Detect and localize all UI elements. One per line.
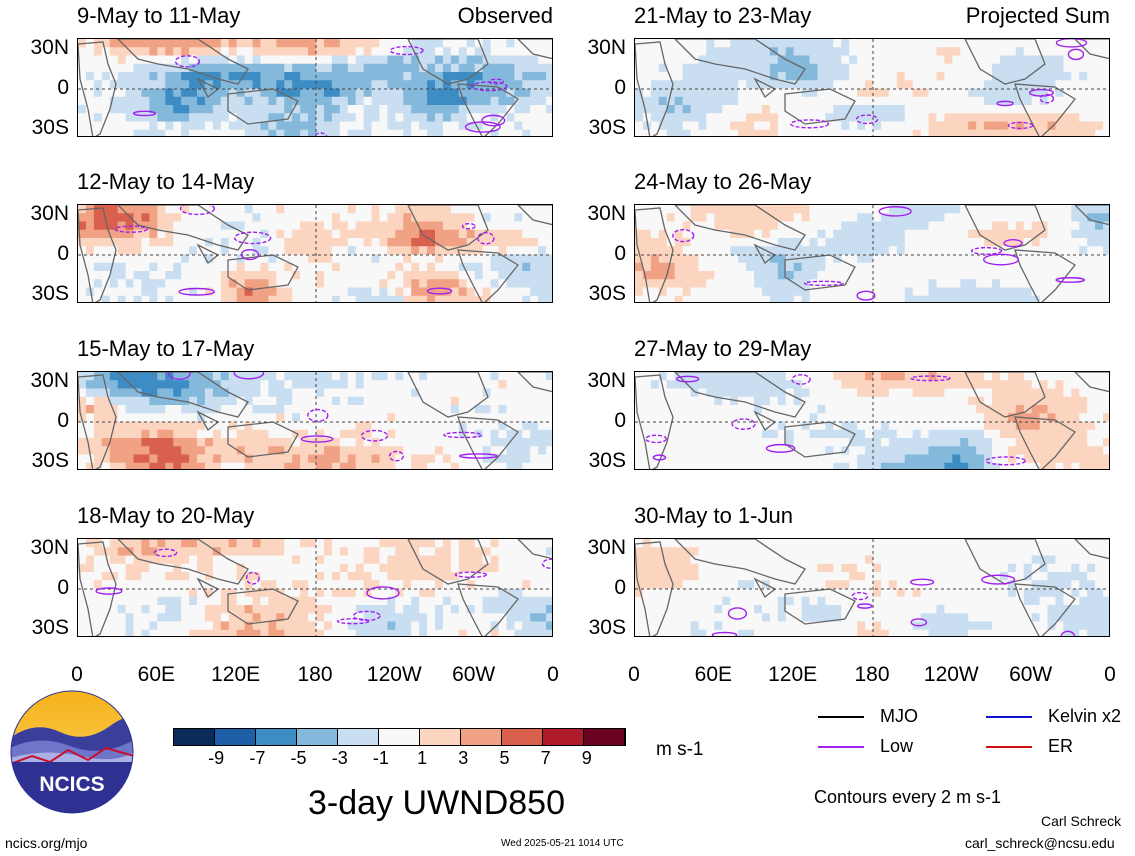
x-axis-label: 60E — [694, 663, 733, 686]
y-axis-label: 0 — [57, 576, 69, 599]
panel-title: 12-May to 14-May — [77, 169, 255, 194]
logo-text: NCICS — [39, 773, 104, 796]
y-axis-label: 30S — [31, 116, 69, 139]
legend-label: Kelvin x2 — [1048, 706, 1122, 726]
x-axis-label: 0 — [628, 663, 640, 686]
contours-note: Contours every 2 m s-1 — [814, 787, 1002, 807]
y-axis-label: 30S — [31, 616, 69, 639]
colorbar-tick-label: -7 — [249, 748, 266, 768]
colorbar-swatch — [420, 729, 461, 745]
email: carl_schreck@ncsu.edu — [965, 835, 1115, 851]
map-panel — [77, 538, 553, 637]
y-axis-label: 30N — [587, 202, 626, 225]
x-axis-label: 120W — [366, 663, 422, 686]
ncics-logo: NCICS — [10, 690, 134, 814]
y-axis-label: 30N — [30, 369, 69, 392]
timestamp: Wed 2025-05-21 1014 UTC — [501, 838, 624, 849]
y-axis-label: 30S — [31, 449, 69, 472]
panel-title: 27-May to 29-May — [634, 336, 812, 361]
x-axis-label: 0 — [71, 663, 83, 686]
colorbar-swatch — [215, 729, 256, 745]
legend-label: MJO — [880, 706, 918, 726]
y-axis-label: 30N — [587, 36, 626, 59]
author: Carl Schreck — [1041, 813, 1122, 829]
panel-title: 18-May to 20-May — [77, 503, 255, 528]
y-axis-label: 30S — [588, 282, 626, 305]
colorbar-swatch — [297, 729, 338, 745]
panel-title: 30-May to 1-Jun — [634, 503, 793, 528]
colorbar-swatch — [543, 729, 584, 745]
map-panel — [634, 38, 1110, 137]
x-axis-label: 0 — [1104, 663, 1116, 686]
y-axis-label: 30N — [30, 36, 69, 59]
map-panel — [77, 371, 553, 470]
colorbar-swatch — [174, 729, 215, 745]
x-axis-label: 60E — [137, 663, 176, 686]
colorbar-units: m s-1 — [656, 739, 704, 760]
colorbar-tick-label: -5 — [290, 748, 307, 768]
panel-title: 21-May to 23-May — [634, 3, 812, 28]
x-axis-label: 120E — [211, 663, 261, 686]
y-axis-label: 0 — [57, 76, 69, 99]
legend-line — [818, 746, 864, 748]
legend-label: Low — [880, 736, 914, 756]
y-axis-label: 0 — [57, 242, 69, 265]
y-axis-label: 30N — [587, 369, 626, 392]
x-axis-label: 120W — [923, 663, 979, 686]
legend-line — [818, 716, 864, 718]
map-panel — [634, 204, 1110, 303]
map-panel — [634, 538, 1110, 637]
colorbar-swatch — [461, 729, 502, 745]
colorbar-tick-label: 3 — [458, 748, 469, 768]
colorbar-swatch — [338, 729, 379, 745]
colorbar-swatch — [379, 729, 420, 745]
colorbar-tick-label: -9 — [208, 748, 225, 768]
x-axis-label: 0 — [547, 663, 559, 686]
y-axis-label: 0 — [614, 576, 626, 599]
colorbar-swatch — [502, 729, 543, 745]
x-axis-label: 60W — [452, 663, 496, 686]
x-axis-label: 180 — [297, 663, 333, 686]
colorbar-swatch — [256, 729, 297, 745]
colorbar-tick-label: -3 — [331, 748, 348, 768]
y-axis-label: 30S — [588, 116, 626, 139]
colorbar-tick-label: 5 — [499, 748, 510, 768]
panel-title: 24-May to 26-May — [634, 169, 812, 194]
website: ncics.org/mjo — [5, 835, 88, 851]
y-axis-label: 30S — [588, 616, 626, 639]
colorbar-tick-label: 9 — [581, 748, 592, 768]
panel-title: 9-May to 11-May — [77, 3, 241, 28]
panel-label: Projected Sum — [965, 3, 1110, 28]
y-axis-label: 0 — [614, 409, 626, 432]
colorbar-tick-label: -1 — [372, 748, 389, 768]
x-axis-label: 120E — [768, 663, 818, 686]
y-axis-label: 0 — [614, 242, 626, 265]
map-panel — [77, 38, 553, 137]
legend-label: ER — [1048, 736, 1074, 756]
map-panel — [634, 371, 1110, 470]
y-axis-label: 0 — [614, 76, 626, 99]
colorbar — [173, 728, 626, 746]
panel-label: Observed — [457, 3, 553, 28]
y-axis-label: 0 — [57, 409, 69, 432]
map-panel — [77, 204, 553, 303]
colorbar-swatch — [584, 729, 625, 745]
x-axis-label: 180 — [854, 663, 890, 686]
legend-line — [986, 716, 1032, 718]
colorbar-tick-label: 7 — [540, 748, 551, 768]
panel-title: 15-May to 17-May — [77, 336, 255, 361]
colorbar-tick-label: 1 — [417, 748, 428, 768]
legend-line — [986, 746, 1032, 748]
y-axis-label: 30N — [30, 536, 69, 559]
x-axis-label: 60W — [1009, 663, 1053, 686]
main-title: 3-day UWND850 — [308, 784, 565, 822]
y-axis-label: 30S — [588, 449, 626, 472]
y-axis-label: 30S — [31, 282, 69, 305]
y-axis-label: 30N — [30, 202, 69, 225]
y-axis-label: 30N — [587, 536, 626, 559]
